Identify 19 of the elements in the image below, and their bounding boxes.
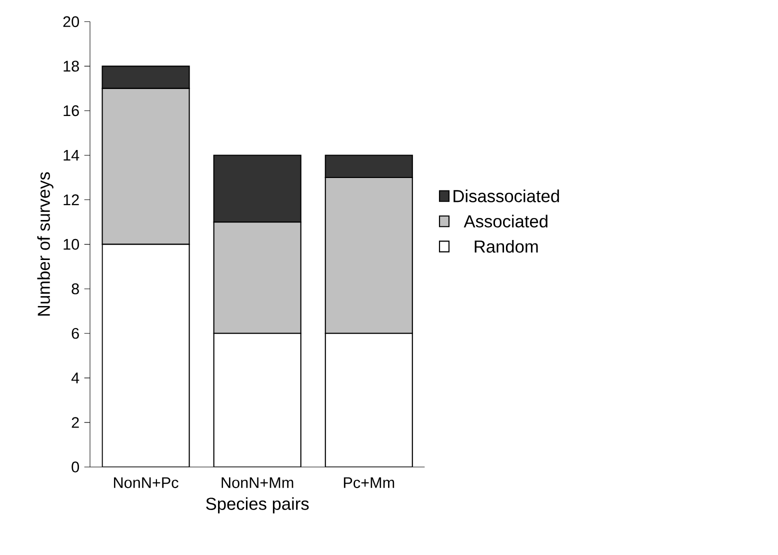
legend-label: Associated: [464, 214, 548, 228]
y-tick-label: 10: [64, 238, 79, 250]
y-tick-label: 16: [64, 105, 79, 116]
x-tick-label: Pc+Mm: [344, 477, 394, 488]
x-axis-title: Species pairs: [206, 497, 309, 514]
y-tick-label: 4: [71, 372, 80, 384]
y-tick-label: 6: [72, 328, 79, 339]
legend-label: Random: [474, 240, 538, 253]
y-tick-label: 12: [64, 194, 79, 206]
y-tick-label: 18: [64, 60, 79, 72]
y-tick-label: 8: [72, 283, 79, 294]
y-tick-label: 14: [64, 150, 80, 161]
y-axis-title: Number of surveys: [37, 172, 54, 316]
y-tick-label: 0: [72, 462, 79, 472]
y-tick-label: 2: [72, 417, 79, 428]
legend-label: Disassociated: [454, 190, 559, 202]
x-tick-label: NonN+Mm: [222, 477, 294, 488]
x-tick-label: NonN+Pc: [114, 477, 178, 488]
y-tick-label: 20: [63, 16, 79, 28]
